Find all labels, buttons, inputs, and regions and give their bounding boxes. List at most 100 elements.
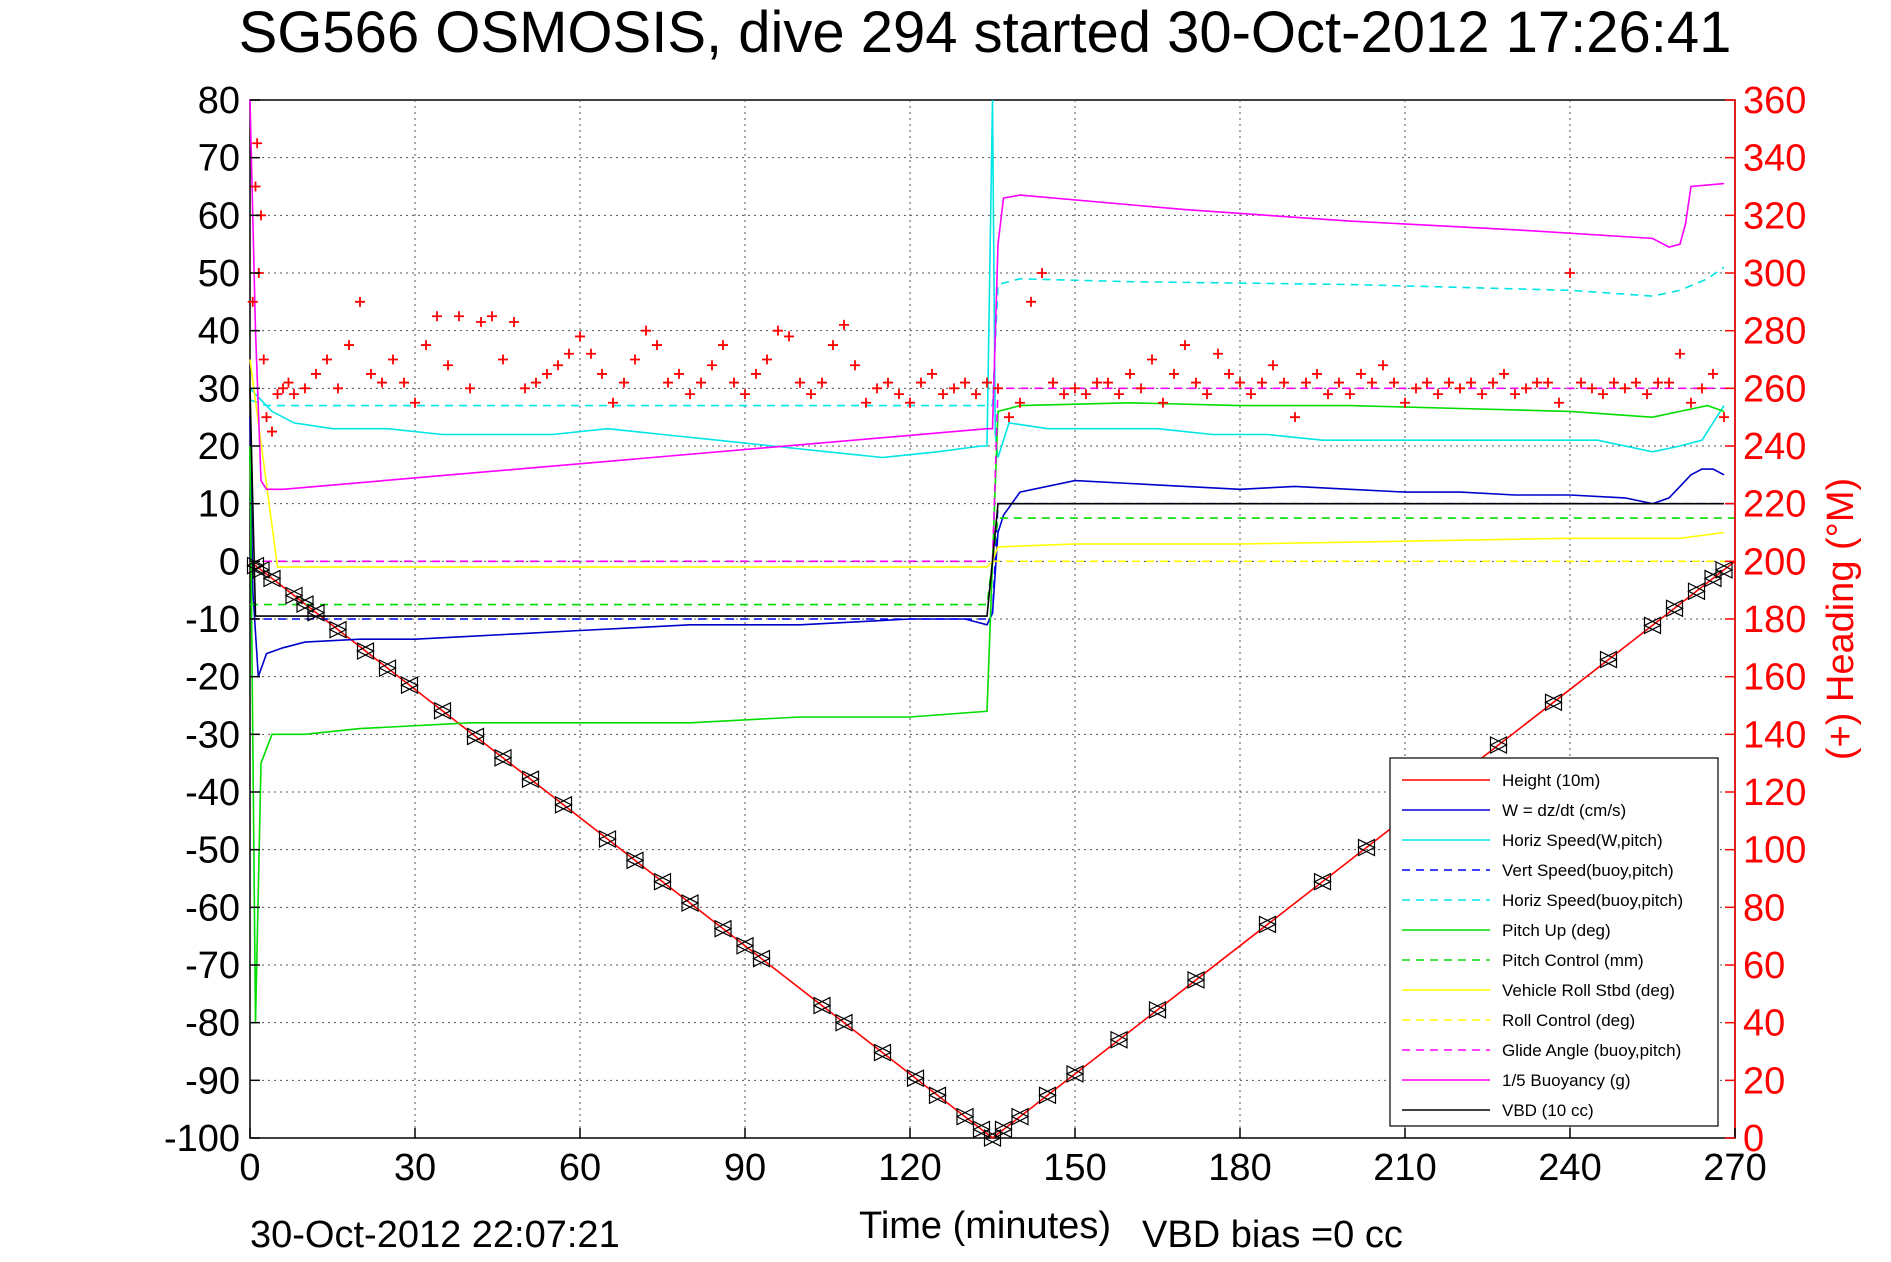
heading-mark xyxy=(949,383,959,394)
heading-mark xyxy=(1367,377,1377,388)
heading-mark xyxy=(1301,377,1311,388)
heading-mark xyxy=(872,383,882,394)
heading-mark xyxy=(927,368,937,379)
heading-mark xyxy=(322,354,332,365)
profile-marker xyxy=(466,727,485,746)
y-tick-label: -30 xyxy=(185,714,240,756)
heading-mark xyxy=(454,311,464,322)
heading-mark xyxy=(1158,397,1168,408)
profile-marker xyxy=(262,569,282,588)
heading-mark xyxy=(289,389,299,400)
heading-mark xyxy=(1378,360,1388,371)
heading-mark xyxy=(784,331,794,342)
heading-mark xyxy=(1114,389,1124,400)
heading-mark xyxy=(1411,383,1421,394)
legend-label-9: Glide Angle (buoy,pitch) xyxy=(1502,1041,1681,1060)
y-tick-label: -40 xyxy=(185,772,240,814)
profile-marker xyxy=(1357,838,1376,857)
heading-mark xyxy=(1466,377,1476,388)
x-tick-label: 180 xyxy=(1208,1147,1271,1189)
y-right-tick-label: 60 xyxy=(1743,945,1785,987)
y-right-tick-label: 140 xyxy=(1743,714,1806,756)
heading-mark xyxy=(883,377,893,388)
series-line-1 xyxy=(249,417,1725,677)
profile-marker xyxy=(1148,1000,1167,1019)
heading-mark xyxy=(1004,412,1014,423)
heading-mark xyxy=(1334,377,1344,388)
heading-mark xyxy=(1389,377,1399,388)
heading-mark xyxy=(1103,377,1113,388)
heading-mark xyxy=(1444,377,1454,388)
heading-mark xyxy=(1510,389,1520,400)
heading-mark xyxy=(278,383,288,394)
profile-marker xyxy=(251,560,271,579)
profile-marker xyxy=(1687,582,1706,601)
heading-mark xyxy=(1609,377,1619,388)
heading-mark xyxy=(388,354,398,365)
profile-marker xyxy=(983,1129,1002,1147)
profile-marker xyxy=(972,1120,991,1139)
heading-mark xyxy=(1356,368,1366,379)
heading-mark xyxy=(252,138,263,149)
heading-mark xyxy=(1257,377,1267,388)
heading-mark xyxy=(250,181,261,192)
heading-mark xyxy=(861,397,871,408)
profile-marker xyxy=(306,603,326,622)
heading-mark xyxy=(740,389,750,400)
heading-mark xyxy=(575,331,585,342)
heading-mark xyxy=(1169,368,1179,379)
profile-marker xyxy=(493,748,513,767)
heading-mark xyxy=(1246,389,1256,400)
y-right-tick-label: 220 xyxy=(1743,484,1806,526)
heading-mark xyxy=(608,397,618,408)
legend-label-8: Roll Control (deg) xyxy=(1502,1011,1635,1030)
legend: Height (10m) W = dz/dt (cm/s) Horiz Speed(… xyxy=(1389,757,1719,1127)
heading-mark xyxy=(597,368,607,379)
heading-mark xyxy=(1026,296,1036,307)
y-right-tick-label: 80 xyxy=(1743,887,1785,929)
heading-mark xyxy=(1312,368,1322,379)
heading-mark xyxy=(1136,383,1146,394)
profile-marker xyxy=(521,770,540,789)
y-tick-label: 0 xyxy=(219,541,240,583)
heading-mark xyxy=(718,340,728,351)
x-tick-label: 60 xyxy=(559,1147,601,1189)
heading-mark xyxy=(344,340,354,351)
heading-mark xyxy=(487,311,497,322)
heading-mark xyxy=(1015,397,1025,408)
heading-mark xyxy=(311,368,321,379)
y-tick-label: -10 xyxy=(185,599,240,641)
heading-marks xyxy=(247,138,1729,437)
series-line-0 xyxy=(249,560,1736,1140)
x-tick-label: 90 xyxy=(724,1147,766,1189)
heading-mark xyxy=(762,354,772,365)
heading-mark xyxy=(1499,368,1509,379)
profile-marker xyxy=(625,851,645,870)
heading-mark xyxy=(1697,383,1707,394)
legend-label-4: Horiz Speed(buoy,pitch) xyxy=(1502,891,1683,910)
heading-mark xyxy=(542,368,552,379)
y-tick-label: 30 xyxy=(198,368,240,410)
heading-mark xyxy=(1092,377,1102,388)
heading-mark xyxy=(674,368,684,379)
heading-mark xyxy=(1224,368,1234,379)
x-tick-label: 30 xyxy=(394,1147,436,1189)
heading-mark xyxy=(1070,383,1080,394)
series-line-10 xyxy=(249,99,1725,491)
profile-marker xyxy=(1258,915,1277,934)
x-tick-label: 0 xyxy=(239,1147,260,1189)
y-right-tick-label: 240 xyxy=(1743,426,1806,468)
legend-label-10: 1/5 Buoyancy (g) xyxy=(1502,1071,1631,1090)
heading-mark xyxy=(267,426,277,437)
profile-marker xyxy=(356,642,375,661)
heading-mark xyxy=(1345,389,1355,400)
heading-mark xyxy=(1290,412,1300,423)
heading-mark xyxy=(531,377,541,388)
heading-mark xyxy=(476,317,486,328)
heading-mark xyxy=(652,340,662,351)
heading-mark xyxy=(432,311,442,322)
profile-marker xyxy=(554,795,573,814)
heading-mark xyxy=(1631,377,1641,388)
heading-mark xyxy=(272,389,283,400)
x-tick-label: 270 xyxy=(1703,1147,1766,1189)
